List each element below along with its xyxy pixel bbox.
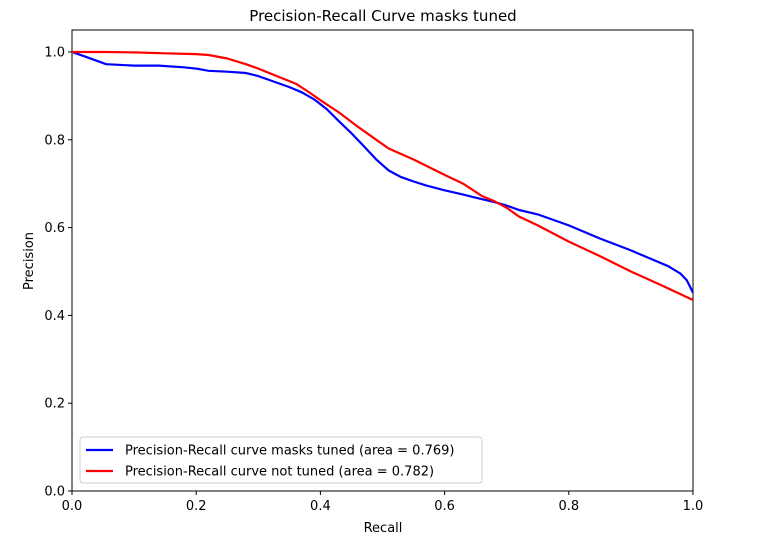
series-line-1 (71, 50, 694, 294)
plot-axes (71, 29, 694, 492)
x-tick-label: 0.4 (310, 499, 331, 514)
y-tick-label: 0.0 (44, 485, 65, 500)
legend-box (79, 436, 483, 484)
x-tick-label: 0.6 (434, 499, 455, 514)
series-line-2 (72, 50, 694, 301)
x-axis-title: Recall (364, 521, 403, 536)
y-tick-label: 0.6 (44, 221, 65, 236)
y-axis-title: Precision (22, 232, 37, 290)
legend-label-1: Precision-Recall curve masks tuned (area… (125, 444, 454, 459)
y-tick-label: 0.8 (44, 133, 65, 148)
legend: Precision-Recall curve masks tuned (area… (79, 436, 483, 484)
x-tick-label: 0.0 (62, 499, 83, 514)
y-tick-label: 1.0 (44, 45, 65, 60)
series-layer (71, 50, 694, 301)
x-tick-label: 1.0 (683, 499, 704, 514)
plot-frame (71, 29, 694, 492)
x-tick-label: 0.2 (186, 499, 207, 514)
x-tick-label: 0.8 (558, 499, 579, 514)
ticks-layer: 0.0 0.2 0.4 0.6 0.8 1.0 0.0 0.2 0.4 0.6 0.8 1.0 (44, 45, 703, 514)
y-tick-label: 0.4 (44, 309, 65, 324)
chart-title: Precision-Recall Curve masks tuned (249, 7, 516, 25)
legend-label-2: Precision-Recall curve not tuned (area =… (125, 465, 434, 480)
y-tick-label: 0.2 (44, 397, 65, 412)
